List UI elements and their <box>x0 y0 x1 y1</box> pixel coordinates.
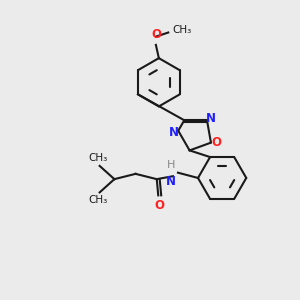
Text: N: N <box>166 175 176 188</box>
Text: N: N <box>206 112 215 125</box>
Text: N: N <box>169 126 179 139</box>
Text: O: O <box>152 28 162 41</box>
Text: O: O <box>155 200 165 212</box>
Text: O: O <box>211 136 221 149</box>
Text: CH₃: CH₃ <box>173 25 192 35</box>
Text: H: H <box>167 160 176 170</box>
Text: CH₃: CH₃ <box>88 195 108 205</box>
Text: CH₃: CH₃ <box>88 153 108 163</box>
